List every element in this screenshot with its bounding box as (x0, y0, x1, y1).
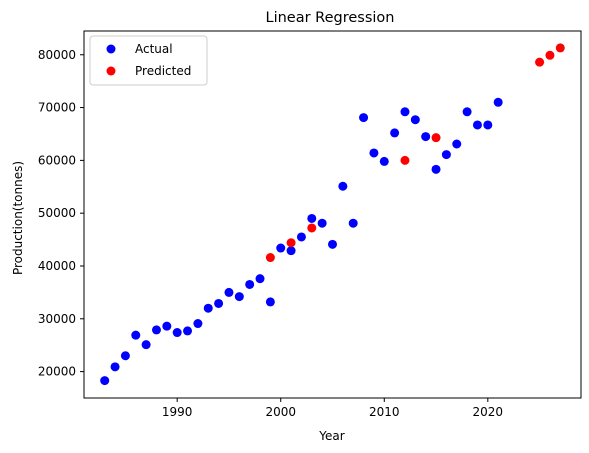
x-tick-label: 2010 (369, 405, 400, 419)
actual-point (452, 139, 462, 149)
predicted-point (265, 253, 275, 263)
actual-point (379, 156, 389, 166)
legend: Actual Predicted (89, 35, 208, 86)
actual-point (390, 128, 400, 138)
actual-point (131, 330, 141, 340)
y-tick-label: 40000 (38, 259, 76, 273)
legend-marker-predicted (106, 66, 116, 76)
actual-point (234, 292, 244, 302)
predicted-point (535, 57, 545, 67)
actual-point (151, 325, 161, 335)
y-tick-label: 60000 (38, 153, 76, 167)
actual-point (328, 239, 337, 249)
actual-point (193, 319, 203, 329)
legend-box (89, 35, 208, 86)
y-tick-label: 70000 (38, 101, 76, 115)
y-axis: 20000 30000 40000 50000 60000 70000 80000 (38, 48, 84, 379)
predicted-point (545, 50, 555, 60)
legend-label-actual: Actual (135, 42, 173, 56)
actual-point (141, 340, 151, 350)
legend-label-predicted: Predicted (135, 64, 191, 78)
actual-point (483, 120, 493, 130)
actual-point (317, 218, 327, 228)
actual-point (462, 107, 472, 117)
actual-point (296, 232, 306, 242)
y-tick-label: 80000 (38, 48, 76, 62)
actual-point (276, 243, 286, 253)
x-axis-label: Year (318, 429, 344, 443)
legend-marker-actual (106, 44, 116, 54)
predicted-point (307, 223, 317, 233)
predicted-point (286, 238, 296, 248)
actual-point (400, 107, 410, 117)
actual-point (431, 164, 441, 174)
actual-point (286, 246, 296, 256)
y-axis-label: Production(tonnes) (11, 161, 25, 275)
predicted-point (400, 155, 410, 165)
data-points (100, 43, 565, 386)
actual-point (493, 97, 503, 107)
x-tick-label: 2020 (473, 405, 504, 419)
actual-point (203, 303, 213, 313)
actual-point (421, 132, 431, 142)
actual-point (307, 213, 317, 223)
plot-frame (83, 30, 582, 399)
chart-title: Linear Regression (266, 10, 395, 26)
predicted-point (431, 133, 441, 143)
y-tick-label: 50000 (38, 206, 76, 220)
actual-point (472, 120, 482, 130)
actual-point (224, 287, 234, 297)
actual-point (172, 328, 182, 338)
actual-point (255, 274, 265, 284)
x-tick-label: 1990 (162, 405, 193, 419)
actual-point (120, 351, 130, 361)
actual-point (100, 376, 110, 386)
actual-point (110, 362, 120, 372)
actual-point (214, 298, 224, 308)
y-tick-label: 30000 (38, 312, 76, 326)
predicted-point (555, 43, 565, 53)
actual-point (410, 115, 420, 125)
actual-point (359, 113, 369, 123)
actual-point (245, 279, 255, 289)
x-axis: 1990 2000 2010 2020 (162, 398, 503, 419)
actual-point (338, 181, 348, 191)
actual-point (265, 297, 275, 307)
actual-point (183, 326, 193, 336)
actual-point (441, 150, 451, 160)
actual-point (162, 321, 172, 331)
actual-point (348, 218, 358, 228)
y-tick-label: 20000 (38, 365, 76, 379)
x-tick-label: 2000 (265, 405, 296, 419)
actual-point (369, 148, 379, 158)
